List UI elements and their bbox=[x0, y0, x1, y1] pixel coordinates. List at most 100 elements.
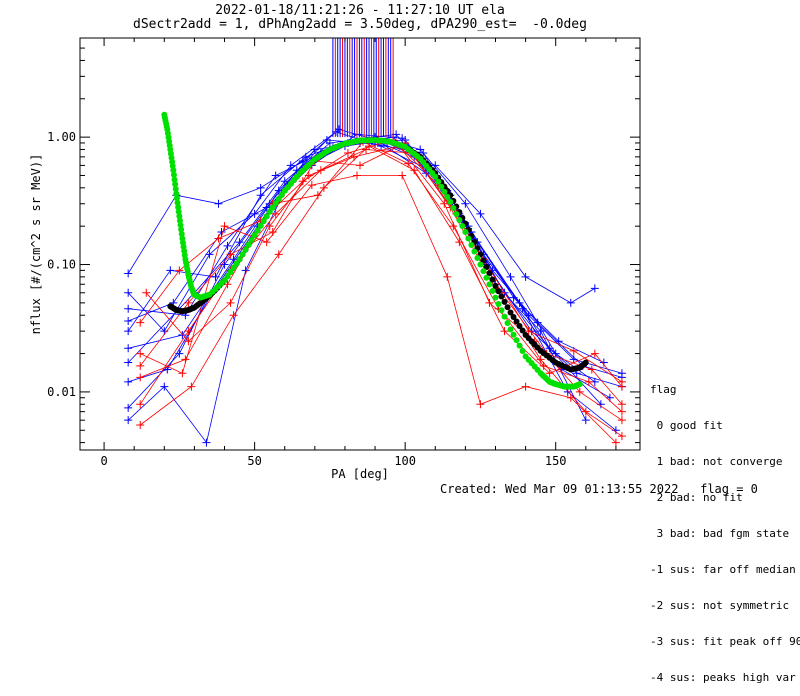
fit-point bbox=[501, 298, 508, 305]
data-point bbox=[160, 382, 169, 391]
data-point bbox=[575, 387, 584, 396]
observed-blue-series-line bbox=[128, 139, 605, 363]
plot-title-line2: dSectr2add = 1, dPhAng2add = 3.50deg, dP… bbox=[133, 17, 587, 32]
observed-blue-series-line bbox=[128, 133, 623, 378]
observed-blue-series-line bbox=[127, 140, 617, 444]
data-point bbox=[292, 166, 301, 175]
pitch-angle-plot: 0 50 100 150 0.01 0.10 1.00 PA [deg] nflux [#/… bbox=[29, 37, 641, 481]
fit-point bbox=[171, 176, 178, 183]
fit-point bbox=[495, 288, 502, 295]
fit-green-curve bbox=[161, 111, 583, 390]
data-point bbox=[581, 407, 590, 416]
observed-red-series bbox=[136, 171, 620, 447]
fit-point bbox=[174, 199, 181, 206]
x-tick-label: 150 bbox=[545, 454, 567, 468]
data-point bbox=[419, 149, 428, 158]
fit-point bbox=[176, 213, 183, 220]
fit-point bbox=[242, 246, 249, 253]
data-point bbox=[184, 337, 193, 346]
fit-point bbox=[263, 213, 270, 220]
fit-point bbox=[465, 235, 472, 242]
data-point bbox=[271, 171, 280, 180]
observed-red-series bbox=[136, 138, 626, 441]
fit-point bbox=[501, 313, 508, 320]
data-point bbox=[545, 344, 554, 353]
fit-point bbox=[275, 196, 282, 203]
y-tick-label: 0.10 bbox=[47, 258, 76, 272]
fit-point bbox=[432, 173, 439, 180]
fit-point bbox=[471, 248, 478, 255]
fit-point bbox=[178, 231, 185, 238]
fit-point bbox=[233, 260, 240, 267]
data-point bbox=[166, 266, 175, 275]
fit-point bbox=[456, 216, 463, 223]
fit-point bbox=[236, 256, 243, 263]
data-point bbox=[268, 228, 277, 237]
data-point bbox=[178, 330, 187, 339]
flag-legend-item: 0 good fit bbox=[650, 419, 723, 432]
footer: Created: Wed Mar 09 01:13:55 2022 flag =… bbox=[440, 482, 758, 496]
data-point bbox=[271, 209, 280, 218]
data-point bbox=[524, 327, 533, 336]
data-point bbox=[274, 250, 283, 259]
fit-point bbox=[173, 195, 180, 202]
fit-point bbox=[504, 304, 511, 311]
data-point bbox=[590, 349, 599, 358]
fit-point bbox=[486, 281, 493, 288]
observed-blue-series-line bbox=[127, 133, 623, 387]
data-point bbox=[334, 125, 343, 134]
observed-red-series bbox=[136, 142, 626, 429]
fit-point bbox=[272, 200, 279, 207]
y-tick-label: 1.00 bbox=[47, 130, 76, 144]
fit-point bbox=[266, 208, 273, 215]
data-point bbox=[584, 377, 593, 386]
data-point bbox=[617, 432, 626, 441]
data-point bbox=[136, 420, 145, 429]
observed-red-series-line bbox=[139, 145, 623, 426]
fit-point bbox=[513, 337, 520, 344]
fit-point bbox=[224, 273, 231, 280]
data-point bbox=[205, 250, 214, 259]
saturation-streaks bbox=[332, 38, 394, 138]
observed-red-series-line bbox=[139, 139, 623, 383]
flag-legend-item: 1 bad: not converge bbox=[650, 455, 783, 468]
data-point bbox=[214, 234, 223, 243]
data-point bbox=[352, 171, 361, 180]
data-point bbox=[124, 288, 133, 297]
data-point bbox=[521, 272, 530, 281]
data-point bbox=[124, 344, 133, 353]
fit-point bbox=[239, 251, 246, 258]
axis-ticks: 0 50 100 150 0.01 0.10 1.00 bbox=[47, 37, 640, 468]
data-point bbox=[124, 403, 133, 412]
data-point bbox=[356, 161, 364, 170]
data-point bbox=[178, 369, 187, 378]
fit-point bbox=[453, 210, 460, 217]
fit-point bbox=[245, 241, 252, 248]
fit-point bbox=[170, 167, 177, 174]
observed-blue-series-line bbox=[127, 128, 596, 304]
fit-point bbox=[507, 326, 514, 333]
data-point bbox=[599, 358, 608, 367]
data-point bbox=[136, 361, 145, 370]
data-point bbox=[124, 304, 133, 313]
data-point bbox=[455, 238, 464, 247]
flag-legend-item: -3 sus: fit peak off 90 bbox=[650, 635, 800, 648]
fit-point bbox=[438, 183, 445, 190]
fit-point bbox=[519, 327, 526, 334]
data-point bbox=[181, 355, 190, 364]
fit-point bbox=[576, 381, 583, 388]
data-point bbox=[184, 327, 193, 336]
flag-legend-title: flag bbox=[650, 383, 677, 396]
data-point bbox=[617, 400, 626, 409]
flag-legend: flag 0 good fit 1 bad: not converge 2 ba… bbox=[650, 360, 800, 696]
fit-point bbox=[507, 309, 514, 316]
data-point bbox=[229, 311, 238, 320]
data-point bbox=[124, 416, 133, 425]
fit-point bbox=[254, 227, 261, 234]
data-point bbox=[124, 317, 133, 326]
data-point bbox=[226, 298, 235, 307]
data-point bbox=[214, 199, 223, 208]
data-point bbox=[611, 438, 620, 447]
data-point bbox=[124, 327, 133, 336]
data-point bbox=[533, 318, 542, 327]
